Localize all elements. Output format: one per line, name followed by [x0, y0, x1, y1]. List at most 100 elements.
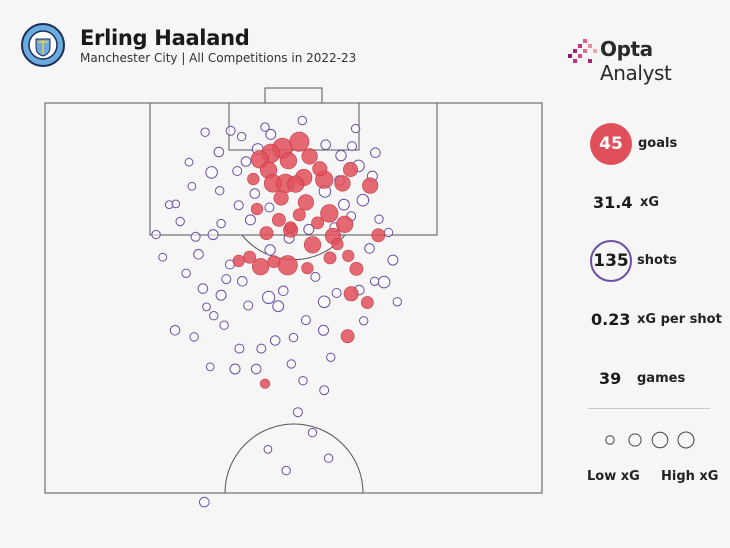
missed-shot-point	[256, 343, 267, 354]
missed-shot-point	[181, 268, 191, 278]
goal-shot-point	[292, 208, 306, 222]
missed-shot-point	[319, 385, 330, 396]
missed-shot-point	[323, 453, 334, 463]
goal-shot-point	[259, 226, 274, 240]
missed-shot-point	[229, 363, 241, 375]
goal-shot-point	[360, 296, 374, 309]
xg-size-legend	[605, 431, 695, 449]
missed-shot-point	[281, 465, 291, 476]
goal-shot-point	[342, 249, 355, 262]
missed-shot-point	[205, 362, 215, 372]
opta-analyst-logo	[568, 36, 718, 66]
missed-shot-point	[265, 128, 277, 140]
missed-shot-point	[364, 243, 375, 254]
legend-low-xg-label: Low xG	[587, 469, 640, 484]
missed-shot-point	[278, 285, 289, 297]
missed-shot-point	[383, 227, 394, 238]
goal-shot-point	[252, 258, 270, 276]
goal-shot-point	[320, 204, 339, 223]
missed-shot-point	[359, 316, 369, 326]
goal-shot-point	[311, 216, 324, 230]
goal-shot-point	[349, 261, 364, 276]
missed-shot-point	[377, 275, 391, 289]
missed-shot-point	[374, 214, 384, 224]
goal-shot-point	[289, 131, 310, 152]
missed-shot-point	[303, 223, 315, 235]
stats-divider	[588, 408, 710, 409]
goal-shot-point	[259, 378, 271, 389]
goals-badge: 45	[590, 123, 632, 165]
missed-shot-point	[233, 200, 244, 211]
missed-shot-point	[369, 276, 380, 286]
xg-label: xG	[640, 195, 660, 210]
missed-shot-point	[297, 115, 307, 126]
missed-shot-point	[262, 290, 276, 304]
legend-high-xg-label: High xG	[661, 469, 719, 484]
missed-shot-point	[392, 297, 402, 307]
missed-shot-point	[202, 302, 211, 312]
missed-shot-point	[205, 166, 218, 179]
missed-shot-point	[250, 363, 262, 375]
missed-shot-point	[300, 315, 311, 326]
missed-shot-point	[370, 147, 381, 158]
missed-shot-point	[225, 125, 236, 136]
missed-shot-point	[286, 359, 296, 369]
missed-shot-point	[249, 188, 261, 199]
missed-shot-point	[151, 229, 161, 240]
missed-shot-point	[318, 324, 329, 336]
goal-shot-point	[279, 152, 298, 170]
legend-size-circle	[628, 433, 642, 447]
goal-shot-point	[271, 212, 286, 227]
xg-per-shot-label: xG per shot	[637, 312, 722, 327]
shots-layer	[151, 115, 402, 508]
games-value: 39	[599, 369, 622, 388]
missed-shot-point	[335, 149, 347, 162]
missed-shot-point	[184, 157, 194, 167]
missed-shot-point	[317, 295, 331, 309]
missed-shot-point	[260, 122, 270, 132]
goal-shot-point	[331, 238, 344, 251]
legend-size-circle	[677, 431, 695, 449]
missed-shot-point	[232, 166, 243, 176]
missed-shot-point	[197, 283, 209, 294]
xg-value: 31.4	[593, 193, 633, 212]
missed-shot-point	[292, 407, 303, 418]
goal-shot-point	[297, 194, 315, 211]
goal-shot-point	[301, 262, 314, 275]
missed-shot-point	[288, 332, 299, 343]
missed-shot-point	[187, 181, 197, 191]
missed-shot-point	[263, 445, 273, 454]
goal-shot-point	[371, 228, 386, 243]
missed-shot-point	[215, 289, 227, 301]
goal	[264, 87, 323, 104]
goal-shot-point	[323, 251, 337, 265]
goal-shot-point	[267, 255, 281, 268]
missed-shot-point	[347, 141, 357, 152]
missed-shot-point	[240, 156, 252, 167]
xg-per-shot-value: 0.23	[591, 310, 631, 329]
missed-shot-point	[216, 218, 226, 229]
missed-shot-point	[307, 427, 318, 438]
brand-rest-text: Analyst	[600, 61, 672, 85]
goal-shot-point	[287, 175, 305, 193]
missed-shot-point	[219, 320, 229, 330]
goal-shot-point	[312, 161, 328, 177]
brand-bold-text: Opta	[600, 37, 653, 61]
missed-shot-point	[171, 199, 181, 209]
missed-shot-point	[207, 229, 219, 241]
shots-badge: 135	[590, 240, 632, 282]
shots-value: 135	[593, 251, 629, 271]
missed-shot-point	[190, 231, 201, 242]
shots-label: shots	[637, 253, 677, 268]
page-title: Erling Haaland	[80, 26, 250, 50]
missed-shot-point	[215, 186, 225, 196]
goals-value: 45	[599, 134, 623, 154]
legend-size-circle	[651, 431, 669, 449]
goal-shot-point	[250, 202, 264, 216]
missed-shot-point	[310, 271, 321, 282]
missed-shot-point	[221, 274, 232, 285]
missed-shot-point	[331, 288, 342, 298]
missed-shot-point	[326, 352, 336, 362]
goal-shot-point	[362, 177, 379, 194]
goal-shot-point	[340, 329, 355, 344]
